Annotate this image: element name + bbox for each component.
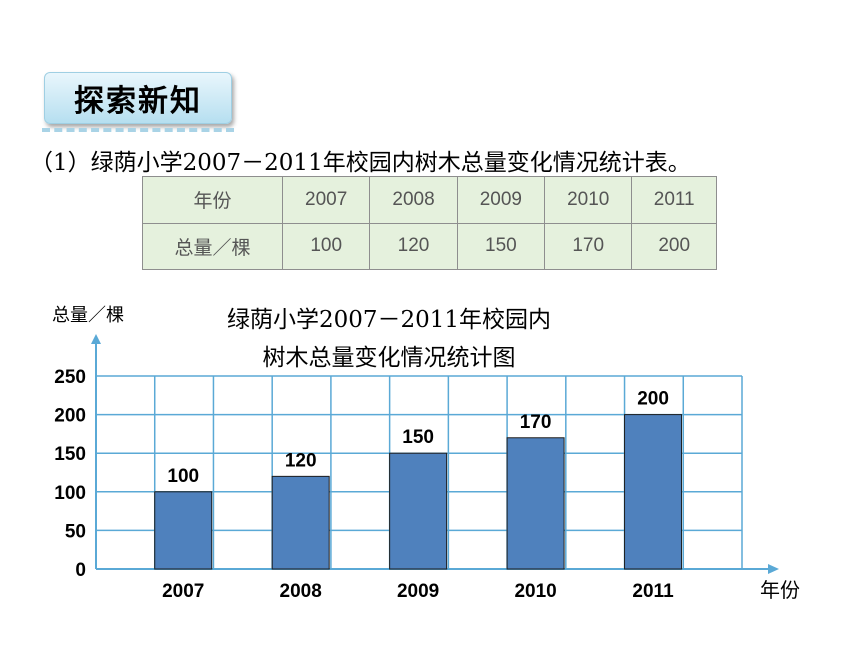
y-tick-label: 0	[75, 560, 86, 581]
bar-value-label: 170	[520, 412, 552, 433]
y-tick-label: 50	[65, 521, 86, 542]
table-row-years: 年份 2007 2008 2009 2010 2011	[142, 176, 717, 224]
row-header-total: 总量／棵	[142, 222, 283, 270]
table-cell-year: 2008	[369, 176, 458, 224]
x-axis-arrow	[768, 564, 779, 574]
bar	[154, 491, 213, 570]
y-axis-arrow	[91, 334, 101, 344]
chart-x-axis-label: 年份	[760, 578, 800, 602]
table-cell-year: 2009	[456, 176, 546, 224]
table-cell-year: 2007	[281, 176, 371, 224]
section-tag-label: 探索新知	[74, 84, 202, 119]
chart-title: 绿荫小学2007－2011年校园内 树木总量变化情况统计图	[198, 301, 580, 377]
table-cell-total: 120	[369, 222, 458, 270]
table-cell-year: 2011	[631, 176, 717, 224]
x-tick-label: 2007	[162, 581, 204, 602]
table-cell-total: 170	[544, 222, 633, 270]
x-tick-label: 2010	[514, 581, 556, 602]
y-tick-label: 200	[54, 406, 86, 427]
bar-value-label: 100	[167, 466, 199, 487]
row-header-year: 年份	[142, 176, 283, 224]
y-tick-label: 150	[54, 444, 86, 465]
y-tick-label: 100	[54, 483, 86, 504]
y-tick-label: 250	[54, 367, 86, 388]
bar	[271, 475, 330, 570]
bar-value-label: 200	[637, 389, 669, 410]
section-divider	[42, 128, 234, 132]
table-row-totals: 总量／棵 100 120 150 170 200	[142, 222, 717, 270]
bar	[624, 414, 683, 570]
chart-title-line1: 绿荫小学2007－2011年校园内	[226, 307, 552, 333]
table-cell-total: 200	[631, 222, 717, 270]
bar	[389, 452, 448, 570]
chart-title-line2: 树木总量变化情况统计图	[262, 345, 516, 371]
bar-value-label: 120	[285, 450, 317, 471]
bar-value-label: 150	[402, 427, 434, 448]
section-tag: 探索新知	[44, 72, 232, 124]
chart-y-axis-label: 总量／棵	[52, 305, 124, 326]
x-tick-label: 2008	[280, 581, 322, 602]
x-tick-label: 2009	[397, 581, 439, 602]
x-tick-label: 2011	[632, 581, 674, 602]
data-table: 年份 2007 2008 2009 2010 2011 总量／棵 100 120…	[142, 176, 717, 270]
table-caption: （1）绿荫小学2007－2011年校园内树木总量变化情况统计表。	[30, 150, 691, 176]
table-cell-total: 100	[281, 222, 371, 270]
bar	[506, 437, 565, 570]
table-cell-year: 2010	[544, 176, 633, 224]
